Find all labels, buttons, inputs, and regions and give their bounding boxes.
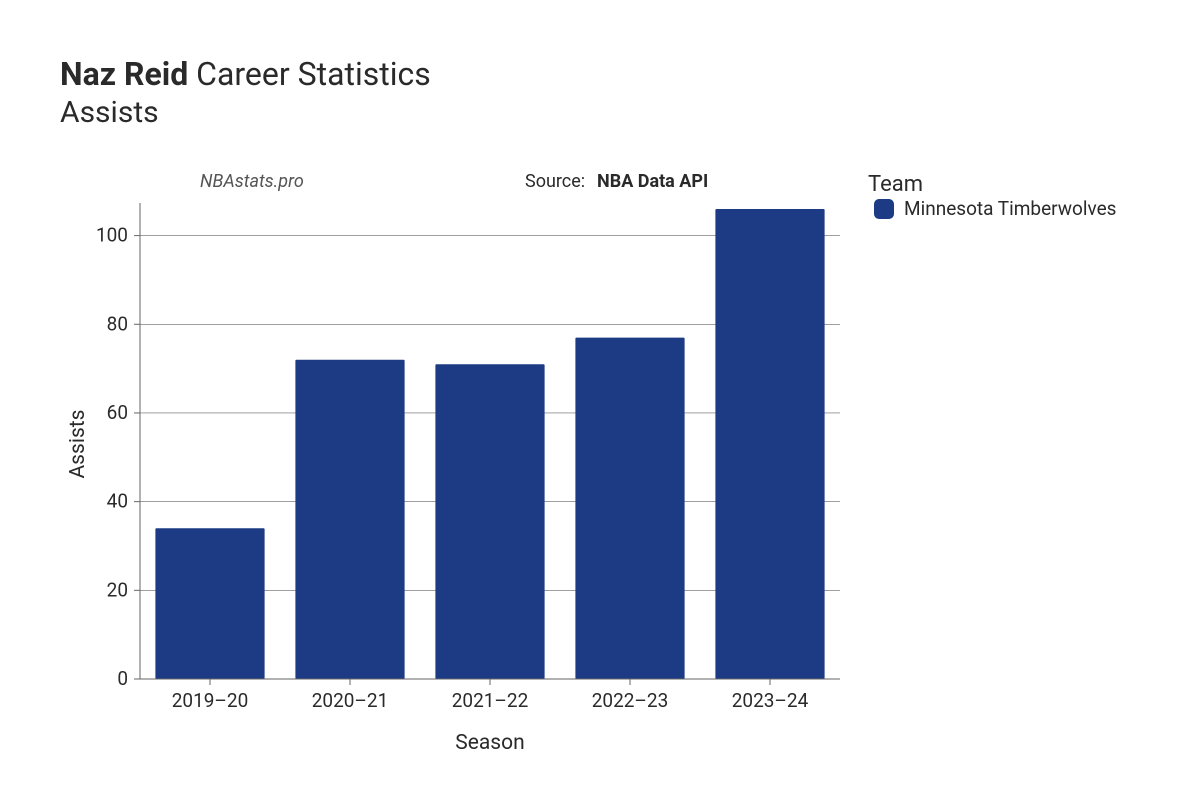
bar: [295, 360, 404, 679]
x-tick-label: 2022–23: [592, 689, 669, 712]
attribution-site: NBAstats.pro: [200, 171, 304, 192]
bar: [715, 209, 824, 679]
y-tick-label: 40: [107, 490, 128, 513]
bar: [435, 365, 544, 680]
y-tick-label: 60: [107, 401, 128, 424]
y-axis-label: Assists: [66, 410, 90, 479]
legend-item-label: Minnesota Timberwolves: [904, 197, 1116, 220]
bar-chart: NBAstats.pro Source: NBA Data API 0 20 40 60 8…: [60, 149, 1140, 789]
y-tick-label: 20: [107, 579, 128, 602]
source-name: NBA Data API: [597, 171, 708, 192]
chart-title: Naz Reid Career Statistics: [60, 55, 1180, 93]
x-axis-label: Season: [455, 731, 524, 755]
title-block: Naz Reid Career Statistics Assists: [60, 55, 1180, 131]
x-tick-label: 2020–21: [312, 689, 389, 712]
source-label: Source:: [525, 171, 585, 192]
player-name: Naz Reid: [60, 55, 188, 93]
y-tick-label: 80: [107, 313, 128, 336]
x-tick-label: 2021–22: [452, 689, 529, 712]
y-tick-label: 0: [117, 667, 128, 690]
bar: [155, 529, 264, 680]
bar: [575, 338, 684, 679]
chart-container: NBAstats.pro Source: NBA Data API 0 20 40 60 8…: [60, 149, 1180, 793]
title-suffix: Career Statistics: [188, 55, 431, 93]
chart-subtitle: Assists: [60, 95, 1180, 131]
legend-title: Team: [868, 172, 923, 197]
y-tick-label: 100: [96, 224, 128, 247]
x-tick-label: 2023–24: [732, 689, 809, 712]
legend-swatch: [874, 199, 894, 219]
x-tick-label: 2019–20: [172, 689, 249, 712]
page-root: Naz Reid Career Statistics Assists NBAst…: [0, 0, 1200, 800]
